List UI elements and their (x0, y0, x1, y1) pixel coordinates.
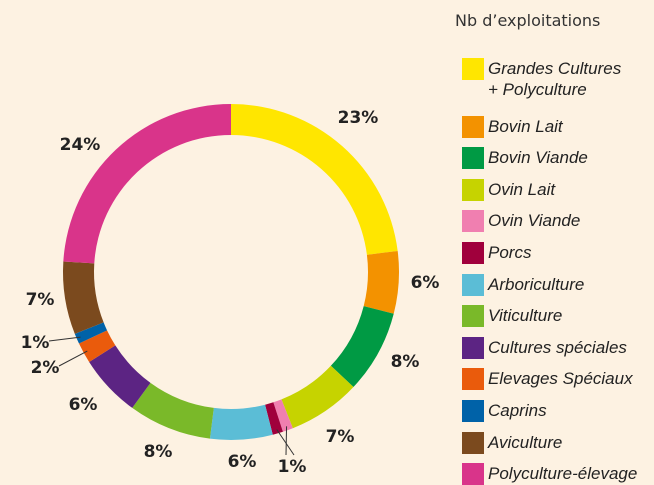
leader-line (48, 336, 81, 342)
legend-item: Porcs (462, 242, 531, 264)
data-label: 6% (411, 273, 440, 293)
legend-label: Ovin Viande (488, 211, 581, 231)
donut-slice (132, 382, 214, 439)
donut-slice (74, 322, 108, 344)
data-label: 1% (278, 457, 307, 477)
legend-label: Caprins (488, 401, 547, 420)
leader-line (285, 426, 288, 456)
legend-label: Arboriculture (488, 274, 585, 294)
data-label: 6% (69, 395, 98, 415)
legend-swatch (462, 178, 484, 201)
donut-slice (363, 250, 399, 314)
legend-label: Bovin Viande (488, 148, 588, 168)
legend-swatch (462, 305, 484, 328)
legend-swatch (462, 336, 484, 359)
donut-slice (78, 330, 116, 363)
legend-title: Nb d’exploitations (455, 11, 601, 30)
legend-label: Cultures spéciales (488, 337, 627, 357)
legend-swatch (462, 463, 484, 485)
legend-swatch (462, 368, 484, 391)
legend-label: Grandes Cultures + Polyculture (488, 59, 622, 99)
legend-swatch (462, 210, 484, 233)
legend-label: Ovin Lait (488, 179, 556, 199)
donut-slice (330, 306, 394, 388)
legend-item: Caprins (462, 400, 547, 422)
data-label: 8% (391, 352, 420, 372)
legend-item: Arboriculture (462, 273, 585, 296)
donut-slice (231, 104, 398, 255)
data-label: 24% (60, 135, 101, 155)
legend-swatch (462, 431, 484, 454)
legend-item: Bovin Lait (462, 115, 563, 138)
legend-swatch (462, 273, 484, 296)
legend-item: Polyculture-élevage (462, 463, 637, 485)
legend-label: Porcs (488, 243, 532, 262)
legend-label: Polyculture-élevage (488, 464, 638, 484)
donut-slice (63, 261, 104, 334)
donut-slice (273, 399, 293, 432)
legend-item: Ovin Lait (462, 178, 556, 201)
legend-label: Bovin Lait (488, 116, 563, 136)
donut-slice (281, 365, 354, 429)
donut-slice (63, 104, 231, 264)
data-label: 2% (31, 358, 60, 378)
legend-item: Grandes Cultures + Polyculture (462, 58, 621, 100)
legend-item: Cultures spéciales (462, 336, 627, 359)
donut-slice (265, 402, 283, 435)
legend-label: Elevages Spéciaux (488, 369, 633, 389)
legend-item: Bovin Viande (462, 147, 588, 170)
legend-swatch (462, 147, 484, 170)
data-label: 1% (21, 333, 50, 353)
leader-line (58, 350, 88, 367)
legend-label: Viticulture (488, 306, 563, 326)
legend-item: Ovin Viande (462, 210, 581, 233)
legend-label: Aviculture (488, 432, 563, 452)
data-label: 23% (338, 108, 379, 128)
legend-swatch (462, 242, 484, 264)
data-label: 7% (326, 427, 355, 447)
donut-slice (209, 404, 273, 440)
legend-item: Viticulture (462, 305, 563, 328)
legend-swatch (462, 115, 484, 138)
legend-item: Aviculture (462, 431, 563, 454)
data-label: 6% (228, 452, 257, 472)
data-label: 7% (26, 290, 55, 310)
legend-swatch (462, 400, 484, 422)
legend-item: Elevages Spéciaux (462, 368, 633, 391)
legend-swatch (462, 58, 484, 80)
donut-slice (89, 345, 151, 408)
leader-line (276, 429, 295, 456)
data-label: 8% (144, 442, 173, 462)
